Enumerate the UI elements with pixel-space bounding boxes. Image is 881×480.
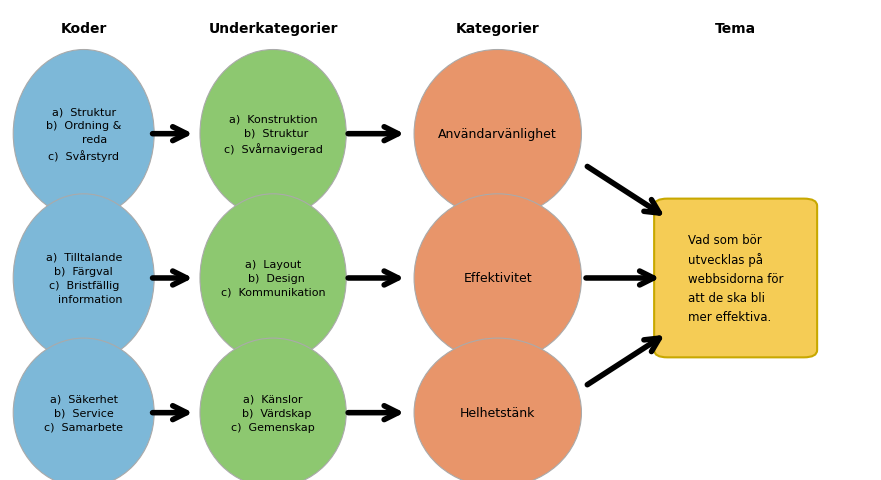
Text: a)  Säkerhet
b)  Service
c)  Samarbete: a) Säkerhet b) Service c) Samarbete — [44, 394, 123, 432]
Text: Underkategorier: Underkategorier — [209, 22, 337, 36]
Ellipse shape — [414, 50, 581, 218]
Text: Effektivitet: Effektivitet — [463, 272, 532, 285]
Text: Helhetstänk: Helhetstänk — [460, 406, 536, 420]
Text: a)  Konstruktion
  b)  Struktur
c)  Svårnavigerad: a) Konstruktion b) Struktur c) Svårnavig… — [224, 114, 322, 155]
Text: Vad som bör
utvecklas på
webbsidorna för
att de ska bli
mer effektiva.: Vad som bör utvecklas på webbsidorna för… — [688, 233, 783, 324]
Ellipse shape — [414, 338, 581, 480]
Text: Tema: Tema — [715, 22, 756, 36]
Ellipse shape — [200, 50, 346, 218]
Ellipse shape — [200, 338, 346, 480]
Text: Kategorier: Kategorier — [455, 22, 540, 36]
Text: a)  Layout
  b)  Design
c)  Kommunikation: a) Layout b) Design c) Kommunikation — [221, 259, 325, 298]
Ellipse shape — [200, 194, 346, 362]
Ellipse shape — [414, 194, 581, 362]
Text: Koder: Koder — [61, 22, 107, 36]
Ellipse shape — [13, 50, 154, 218]
Ellipse shape — [13, 194, 154, 362]
Text: a)  Känslor
  b)  Värdskap
c)  Gemenskap: a) Känslor b) Värdskap c) Gemenskap — [231, 394, 315, 432]
Text: Användarvänlighet: Användarvänlighet — [439, 128, 557, 141]
Text: a)  Tilltalande
b)  Färgval
c)  Bristfällig
    information: a) Tilltalande b) Färgval c) Bristfällig… — [44, 252, 123, 304]
FancyBboxPatch shape — [654, 199, 817, 358]
Text: a)  Struktur
b)  Ordning &
      reda
c)  Svårstyrd: a) Struktur b) Ordning & reda c) Svårsty… — [46, 107, 122, 162]
Ellipse shape — [13, 338, 154, 480]
